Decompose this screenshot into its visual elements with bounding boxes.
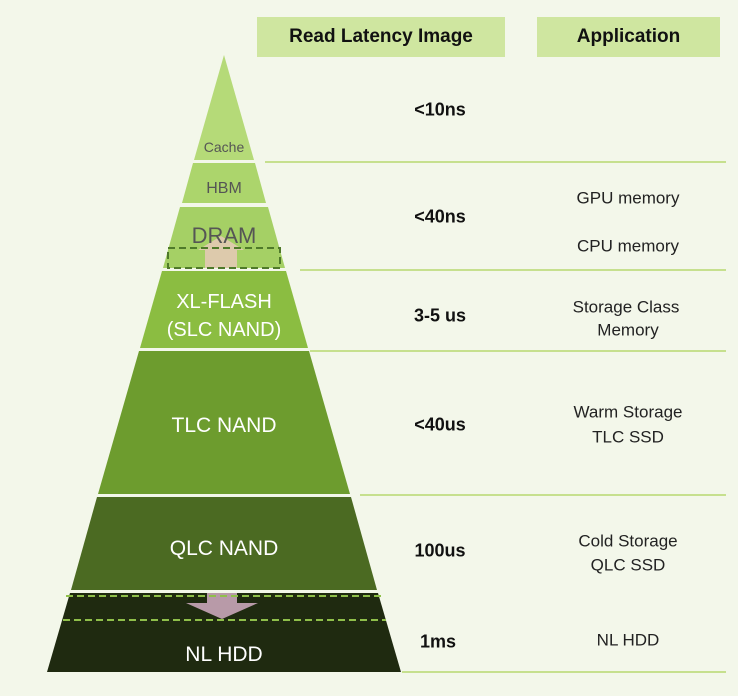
- latency-hdd: 1ms: [419, 631, 457, 652]
- label-xl-flash: XL-FLASH: [176, 291, 272, 313]
- app-warm-2: TLC SSD: [592, 427, 664, 447]
- up-arrow-icon: [198, 236, 244, 268]
- layer-cache: [194, 55, 254, 160]
- layer-xl-flash: [140, 271, 308, 348]
- app-scm-1: Storage Class: [572, 297, 680, 317]
- latency-tlc: <40us: [414, 414, 466, 435]
- label-hdd: NL HDD: [185, 643, 263, 666]
- latency-cache: <10ns: [414, 99, 466, 120]
- app-gpu: GPU memory: [576, 188, 680, 208]
- app-hdd: NL HDD: [596, 630, 660, 650]
- layer-hbm: [182, 163, 266, 203]
- app-cold-1: Cold Storage: [578, 531, 678, 551]
- application-header: Application: [537, 17, 720, 57]
- layer-dram: [163, 207, 285, 268]
- latency-xl-flash: 3-5 us: [413, 305, 467, 326]
- app-scm-2: Memory: [597, 320, 659, 340]
- dram-dashed-box: [167, 247, 281, 269]
- label-xl-flash-sub: (SLC NAND): [166, 319, 282, 341]
- down-arrow-icon: [186, 593, 258, 619]
- app-warm-1: Warm Storage: [573, 402, 683, 422]
- row-dividers: [265, 161, 726, 673]
- latency-header: Read Latency Image: [257, 17, 505, 57]
- app-cpu: CPU memory: [576, 236, 680, 256]
- label-qlc: QLC NAND: [169, 537, 279, 560]
- layer-tlc: [98, 351, 350, 494]
- label-hbm: HBM: [206, 180, 242, 197]
- latency-memory: <40ns: [414, 206, 466, 227]
- layer-hdd: [47, 593, 401, 672]
- app-cold-2: QLC SSD: [590, 555, 666, 575]
- layer-qlc: [71, 497, 377, 590]
- latency-qlc: 100us: [414, 540, 466, 561]
- label-cache: Cache: [203, 139, 245, 155]
- label-tlc: TLC NAND: [171, 414, 277, 437]
- label-dram: DRAM: [191, 223, 257, 248]
